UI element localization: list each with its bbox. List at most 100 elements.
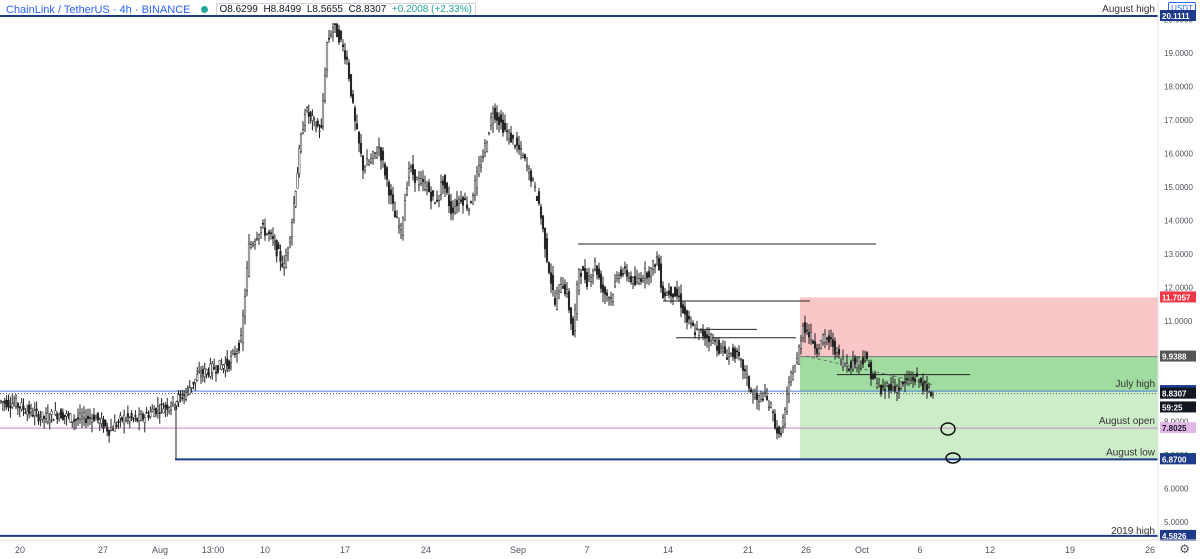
candle-body	[13, 402, 16, 405]
candle-body	[863, 360, 867, 362]
candle-body	[177, 394, 180, 403]
candle-body	[73, 419, 76, 422]
candle-body	[617, 274, 621, 279]
candle-body	[757, 395, 761, 402]
candle-body	[92, 414, 96, 421]
interval-label[interactable]: 4h	[119, 3, 132, 16]
candle-body	[216, 365, 219, 373]
candle-body	[869, 361, 873, 379]
candle-body	[711, 339, 715, 344]
candle-body	[637, 278, 641, 284]
x-tick-label: 26	[801, 545, 811, 555]
candle-body	[175, 401, 178, 406]
candle-body	[54, 410, 57, 415]
candle-body	[267, 231, 271, 234]
candle-body	[493, 107, 497, 120]
candle-body	[719, 345, 723, 349]
candle-body	[318, 130, 321, 133]
price-label-bg	[1160, 350, 1196, 362]
candle-body	[233, 353, 237, 355]
candle-body	[162, 408, 165, 414]
candle-body	[703, 330, 707, 339]
candle-body	[929, 391, 933, 397]
candle-body	[519, 148, 523, 150]
candle-body	[479, 164, 483, 169]
candle-body	[833, 341, 837, 355]
x-tick-label: 7	[584, 545, 589, 555]
candle-body	[657, 258, 661, 271]
candle-body	[220, 364, 223, 370]
candle-body	[543, 227, 547, 250]
candle-body	[877, 385, 881, 388]
candle-body	[106, 426, 109, 432]
candle-body	[635, 278, 639, 283]
candle-body	[331, 27, 335, 33]
candle-body	[777, 426, 781, 434]
price-label: 6.8700	[1162, 455, 1187, 464]
candle-body	[37, 413, 40, 422]
candle-body	[721, 347, 725, 352]
level-label: August open	[1099, 416, 1155, 427]
candle-body	[573, 309, 577, 331]
candle-body	[823, 333, 827, 343]
candle-body	[355, 123, 359, 129]
candle-body	[859, 360, 863, 363]
candle-body	[128, 417, 131, 422]
candle-body	[683, 306, 687, 315]
candle-body	[183, 394, 186, 396]
level-label: July high	[1116, 379, 1155, 390]
candle-body	[769, 402, 773, 408]
candle-body	[301, 129, 305, 134]
price-label: 8.8307	[1162, 390, 1187, 399]
candle-body	[411, 164, 415, 175]
candle-body	[661, 285, 665, 298]
y-tick-label: 5.0000	[1164, 518, 1189, 527]
candle-body	[775, 427, 779, 434]
symbol-name[interactable]: ChainLink / TetherUS	[6, 3, 110, 16]
close-value: C8.8307	[348, 4, 387, 15]
target-zone-far	[800, 391, 1158, 459]
settings-gear-icon[interactable]: ⚙	[1179, 542, 1190, 556]
candle-body	[9, 405, 12, 409]
price-label-bg	[1160, 422, 1196, 434]
candle-body	[921, 382, 925, 391]
candle-body	[781, 417, 785, 427]
candle-body	[121, 417, 124, 421]
candle-body	[607, 297, 611, 300]
candle-body	[825, 337, 829, 340]
candle-body	[305, 107, 309, 112]
candle-body	[381, 150, 385, 161]
candle-body	[141, 413, 144, 420]
candle-body	[443, 174, 447, 189]
candle-body	[108, 429, 111, 436]
candle-body	[413, 169, 417, 183]
candle-body	[687, 315, 691, 320]
candle-body	[435, 199, 439, 202]
candle-body	[669, 286, 673, 297]
y-tick-label: 14.0000	[1164, 217, 1193, 226]
candle-body	[919, 378, 923, 383]
symbol-label[interactable]: ChainLink / TetherUS · 4h · BINANCE	[6, 3, 191, 16]
candle-body	[61, 412, 64, 420]
candle-body	[891, 382, 895, 387]
candle-body	[899, 381, 903, 389]
candle-body	[156, 406, 159, 411]
candle-body	[709, 334, 713, 341]
candle-body	[218, 359, 221, 370]
price-label: 7.8025	[1162, 424, 1187, 433]
y-tick-label: 17.0000	[1164, 116, 1193, 125]
candle-body	[0, 400, 3, 403]
candle-body	[695, 328, 699, 330]
candle-body	[855, 361, 859, 369]
candle-body	[134, 415, 137, 417]
candle-body	[581, 266, 585, 271]
x-tick-label: Aug	[152, 545, 168, 555]
candle-body	[11, 403, 14, 408]
candle-body	[819, 340, 823, 349]
candle-body	[783, 409, 787, 425]
candle-body	[139, 414, 143, 421]
candle-body	[917, 379, 921, 381]
candle-body	[245, 267, 249, 291]
